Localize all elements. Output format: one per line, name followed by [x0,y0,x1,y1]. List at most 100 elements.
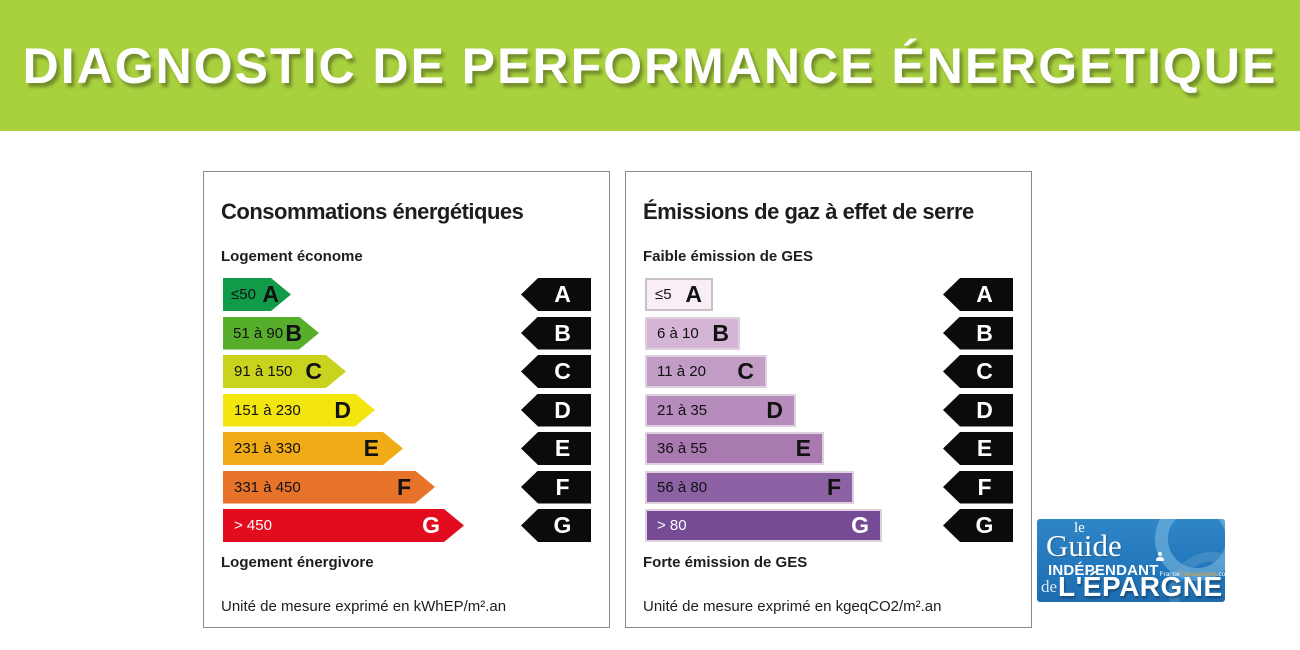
energy-grade-letter-c: C [554,358,571,384]
ges-bar-f: 56 à 80 F [645,470,854,504]
ges-grade-arrow-c: C [943,355,1013,388]
logo-site-text: FranceTransactions.com [1160,571,1225,579]
ges-range-a: ≤5 [655,286,672,303]
energy-letter-d: D [334,396,351,423]
ges-letter-d: D [766,396,783,423]
ges-grade-letter-f: F [977,473,992,500]
energy-grade-arrow-d: D [521,393,591,427]
ges-grade-scale: A B C D E F G [943,278,1013,542]
energy-range-f: 331 à 450 [234,478,301,496]
logo-independant-row: INDÉPENDANT FranceTransactions.com [1048,562,1225,579]
ges-grade-arrow-d: D [943,393,1013,427]
ges-grade-letter-e: E [976,435,993,461]
ges-unit-note: Unité de mesure exprimé en kgeqCO2/m².an [643,598,942,615]
ges-grade-letter-c: C [976,358,993,384]
energy-range-c: 91 à 150 [234,363,293,380]
ges-letter-a: A [685,281,702,307]
ges-grade-arrow-a: A [943,278,1013,311]
energy-grade-letter-f: F [555,473,570,500]
energy-bar-d: 151 à 230 D [223,394,375,427]
ges-bars: ≤5 A 6 à 10 B 11 à 20 C 21 à 35 D 36 à 5… [645,278,882,542]
ges-letter-f: F [826,473,841,500]
ges-range-g: > 80 [657,517,687,534]
ges-letter-c: C [737,358,754,384]
energy-grade-arrow-b: B [521,316,591,350]
logo-site-prefix: France [1159,571,1180,578]
energy-letter-b: B [285,319,302,346]
energy-grade-letter-b: B [554,319,571,346]
header-banner: DIAGNOSTIC DE PERFORMANCE ÉNERGETIQUE [0,0,1300,131]
energy-bars: ≤50 A 51 à 90 B 91 à 150 C 151 à 230 D 2… [223,278,464,542]
energy-range-b: 51 à 90 [233,324,284,342]
energy-grade-letter-e: E [554,435,571,461]
energy-bar-g: > 450 G [223,509,464,542]
ges-grade-arrow-g: G [943,509,1013,542]
logo-guide-text: Guide [1046,528,1122,563]
energy-bar-c: 91 à 150 C [223,355,346,388]
energy-range-g: > 450 [234,517,272,534]
logo-independant-text: INDÉPENDANT [1048,562,1159,579]
ges-letter-e: E [795,435,811,461]
energy-unit-note: Unité de mesure exprimé en kWhEP/m².an [221,598,507,615]
energy-range-d: 151 à 230 [234,401,301,419]
logo-site-suffix: .com [1216,571,1225,578]
energy-letter-f: F [396,473,411,500]
energy-letter-e: E [363,435,379,461]
page-title: DIAGNOSTIC DE PERFORMANCE ÉNERGETIQUE [22,37,1278,94]
ges-grade-letter-d: D [976,396,993,423]
ges-grade-arrow-e: E [943,432,1013,465]
person-icon [1155,552,1165,561]
energy-grade-arrow-c: C [521,355,591,388]
ges-range-b: 6 à 10 [657,324,699,342]
ges-letter-b: B [712,319,729,346]
energy-panel-title: Consommations énergétiques [221,199,524,224]
ges-bar-a: ≤5 A [645,278,713,311]
energy-grade-letter-g: G [553,512,572,538]
logo-ring-decoration-2 [1169,552,1225,602]
ges-grade-letter-b: B [976,319,993,346]
ges-panel-title: Émissions de gaz à effet de serre [643,199,974,224]
energy-bar-a: ≤50 A [223,278,291,311]
ges-letter-g: G [851,512,869,538]
energy-top-label: Logement économe [221,248,363,265]
ges-bar-c: 11 à 20 C [645,355,767,388]
ges-bar-g: > 80 G [645,509,882,542]
energy-grade-letter-d: D [554,396,571,423]
ges-range-e: 36 à 55 [657,440,708,457]
energy-bar-f: 331 à 450 F [223,471,435,504]
energy-grade-letter-a: A [554,281,571,307]
guide-epargne-logo: le Guide INDÉPENDANT FranceTransactions.… [1037,519,1225,602]
energy-bar-e: 231 à 330 E [223,432,403,465]
energy-range-a: ≤50 [231,286,256,303]
logo-epargne-row: de L'ÉPARGNE [1041,571,1223,602]
energy-grade-arrow-e: E [521,432,591,465]
ges-bar-d: 21 à 35 D [645,393,796,427]
energy-grade-arrow-f: F [521,470,591,504]
energy-grade-arrow-a: A [521,278,591,311]
energy-grade-arrow-g: G [521,509,591,542]
energy-letter-g: G [422,512,440,538]
energy-letter-a: A [262,281,279,307]
logo-epargne-text: L'ÉPARGNE [1058,571,1223,602]
ges-bar-b: 6 à 10 B [645,316,740,350]
ges-bottom-label: Forte émission de GES [643,554,808,571]
energy-consumption-panel: Consommations énergétiques Logement écon… [203,171,610,628]
logo-le-text: le [1074,520,1085,536]
ges-range-d: 21 à 35 [657,401,708,419]
ges-bar-e: 36 à 55 E [645,432,824,465]
ges-top-label: Faible émission de GES [643,248,814,265]
ges-grade-arrow-b: B [943,316,1013,350]
ges-grade-letter-g: G [975,512,994,538]
energy-range-e: 231 à 330 [234,440,301,457]
ges-emissions-panel: Émissions de gaz à effet de serre Faible… [625,171,1032,628]
energy-bar-b: 51 à 90 B [223,317,319,350]
energy-grade-scale: A B C D E F G [521,278,591,542]
ges-grade-letter-a: A [976,281,993,307]
ges-range-f: 56 à 80 [657,478,708,496]
energy-letter-c: C [305,358,322,384]
logo-de-text: de [1041,577,1058,596]
ges-range-c: 11 à 20 [657,363,706,380]
ges-grade-arrow-f: F [943,470,1013,504]
logo-site-mid: Transactions [1179,571,1217,578]
energy-bottom-label: Logement énergivore [221,554,374,571]
